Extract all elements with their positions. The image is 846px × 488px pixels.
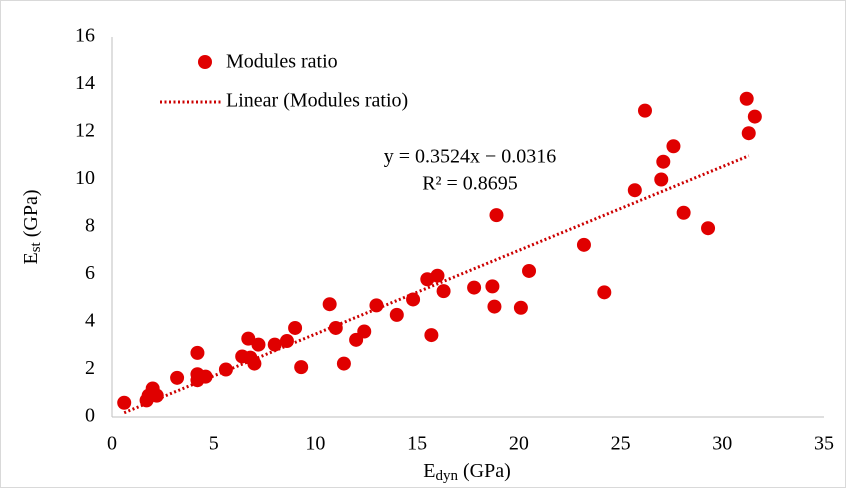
scatter-point <box>218 362 233 377</box>
scatter-point <box>522 263 537 278</box>
scatter-point <box>241 331 256 346</box>
legend-label: Modules ratio <box>226 51 338 73</box>
scatter-point <box>489 208 504 223</box>
y-tick-label: 12 <box>75 120 95 142</box>
scatter-point <box>117 395 132 410</box>
scatter-point <box>279 334 294 348</box>
trend-r-squared: R² = 0.8695 <box>422 173 518 195</box>
x-tick-label: 20 <box>509 433 529 455</box>
scatter-point <box>701 221 716 236</box>
scatter-point <box>637 103 652 118</box>
scatter-point <box>267 337 282 352</box>
y-tick-label: 0 <box>85 405 95 427</box>
x-tick-label: 15 <box>407 433 427 455</box>
scatter-point <box>747 109 762 124</box>
y-tick-label: 8 <box>85 215 95 237</box>
scatter-point <box>149 388 164 403</box>
x-tick-label: 30 <box>712 433 732 455</box>
scatter-point <box>251 337 266 352</box>
scatter-point <box>369 298 384 313</box>
scatter-point <box>247 356 262 371</box>
scatter-point <box>487 299 502 314</box>
scatter-point <box>485 279 500 294</box>
scatter-point <box>294 360 309 375</box>
scatter-point <box>190 345 205 360</box>
y-tick-label: 6 <box>85 262 95 284</box>
scatter-point <box>322 297 337 312</box>
y-tick-label: 16 <box>75 25 95 47</box>
scatter-point <box>336 356 351 371</box>
x-tick-label: 25 <box>611 433 631 455</box>
y-tick-label: 10 <box>75 167 95 189</box>
scatter-point <box>741 126 756 141</box>
y-tick-label: 14 <box>75 72 95 94</box>
scatter-point <box>389 307 404 322</box>
scatter-point <box>357 324 372 339</box>
scatter-point <box>430 268 445 283</box>
scatter-point <box>597 285 612 300</box>
scatter-point <box>436 284 451 299</box>
scatter-point <box>627 183 642 198</box>
y-axis-title: Est(GPa) <box>20 190 45 265</box>
scatter-point <box>513 300 528 315</box>
scatter-point <box>170 370 185 385</box>
x-tick-label: 10 <box>305 433 325 455</box>
scatter-point <box>576 237 591 252</box>
scatter-point <box>666 139 681 154</box>
scatter-point <box>288 320 303 335</box>
scatter-point <box>424 328 439 343</box>
scatter-point <box>198 369 213 384</box>
scatter-point <box>656 154 671 169</box>
x-tick-label: 0 <box>107 433 117 455</box>
trend-equation: y = 0.3524x − 0.0316 <box>384 146 557 168</box>
scatter-point <box>654 172 669 187</box>
scatter-point <box>676 205 691 220</box>
x-axis-title: Edyn (GPa) <box>423 460 510 485</box>
x-tick-label: 5 <box>209 433 219 455</box>
scatter-point <box>328 320 343 335</box>
legend-label: Linear (Modules ratio) <box>226 90 408 112</box>
scatter-point <box>739 91 754 106</box>
y-tick-label: 2 <box>85 357 95 379</box>
scatter-point <box>467 280 482 295</box>
x-tick-label: 35 <box>814 433 834 455</box>
scatter-point <box>406 292 421 307</box>
legend-marker <box>198 55 212 69</box>
y-tick-label: 4 <box>85 310 95 332</box>
